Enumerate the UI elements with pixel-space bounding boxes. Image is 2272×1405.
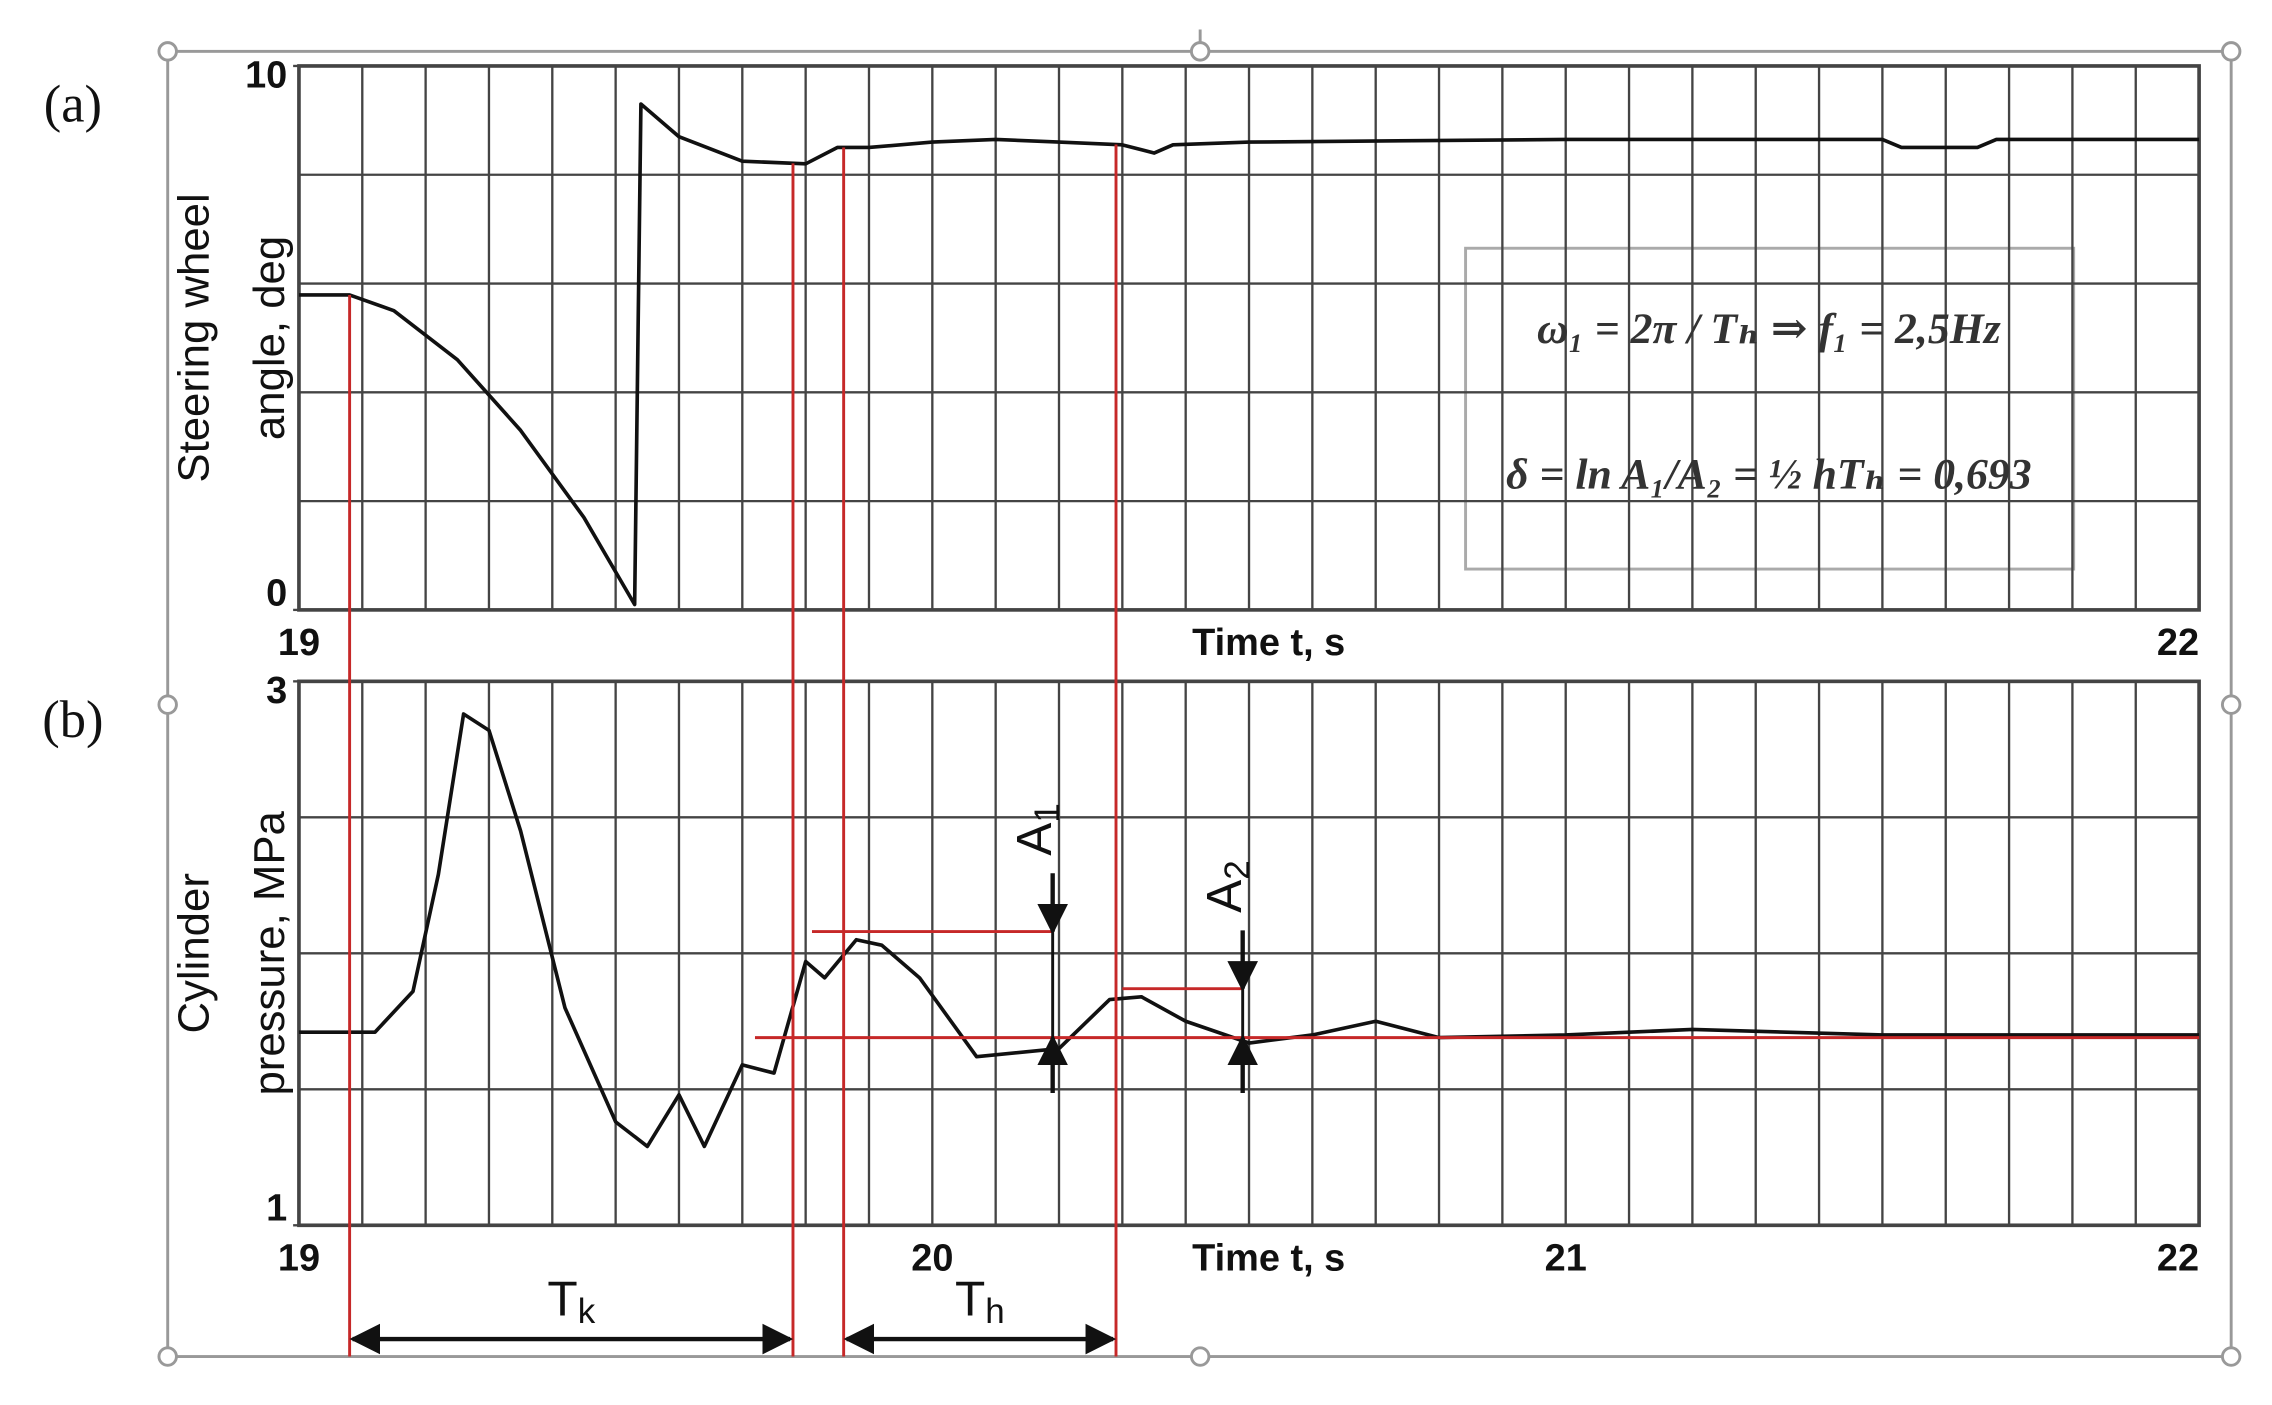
formula-box [1464,246,2076,571]
x-tick-label: 19 [278,1237,320,1279]
panel-label: (b) [42,691,103,749]
y-axis-title: pressure, MPa [245,810,294,1095]
x-tick-label: 22 [2157,622,2199,664]
y-axis-title: Cylinder [169,873,218,1033]
label-main: T [547,1271,577,1327]
label-subscript: 2 [1218,860,1257,879]
formula-line: δ = ln A₁/A₂ = ½ hTₕ = 0,693 [1506,451,2032,499]
label-subscript: k [578,1292,596,1331]
y-tick-label: 10 [245,55,287,97]
y-tick-label: 1 [266,1188,287,1230]
x-tick-label: 22 [2157,1237,2199,1279]
x-tick-label: 19 [278,622,320,664]
y-tick-label: 0 [266,572,287,614]
annotation-label: A2 [1196,860,1257,913]
data-line [298,712,2200,1149]
label-main: A [1196,880,1252,913]
y-axis-title: Steering wheel [169,193,218,482]
selection-frame [157,29,2242,1367]
label-main: T [955,1271,985,1327]
x-tick-label: 20 [911,1237,953,1279]
formula-line: ω₁ = 2π / Tₕ ⇒ f₁ = 2,5Hz [1537,305,2001,353]
y-axis-title: angle, deg [245,236,294,440]
data-line [298,102,2200,607]
x-axis-title: Time t, s [1192,622,1345,664]
label-subscript: 1 [1028,803,1067,822]
y-tick-label: 3 [266,670,287,712]
annotation-label: Th [955,1271,1005,1332]
annotation-label: A1 [1006,803,1067,856]
label-subscript: h [985,1292,1004,1331]
annotation-label: Tk [547,1271,595,1332]
label-main: A [1006,823,1062,856]
panel-label: (a) [44,76,102,134]
x-axis-title: Time t, s [1192,1237,1345,1279]
x-tick-label: 21 [1545,1237,1587,1279]
